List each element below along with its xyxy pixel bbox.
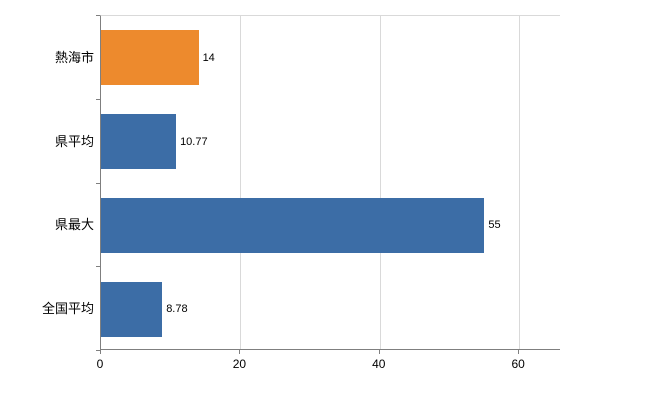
bar-1 xyxy=(101,114,177,170)
value-label: 10.77 xyxy=(180,135,208,148)
y-tick-mark xyxy=(96,266,100,268)
x-tick-label: 20 xyxy=(232,357,247,371)
category-label: 県平均 xyxy=(54,133,94,149)
gridline xyxy=(379,16,381,349)
x-tick-mark xyxy=(239,350,241,354)
x-tick-mark xyxy=(518,350,520,354)
value-label: 55 xyxy=(488,219,501,232)
x-tick-mark xyxy=(100,350,101,354)
gridline xyxy=(240,16,242,349)
bar-3 xyxy=(101,281,163,337)
x-tick-label: 0 xyxy=(96,357,104,371)
category-label: 全国平均 xyxy=(41,301,94,317)
category-label: 熱海市 xyxy=(54,49,94,65)
y-tick-mark xyxy=(96,15,100,16)
y-tick-mark xyxy=(96,182,100,184)
value-label: 8.78 xyxy=(166,303,188,316)
bar-2 xyxy=(101,197,485,253)
plot-area: 14 10.77 55 8.78 xyxy=(100,15,560,350)
y-tick-mark xyxy=(96,98,100,100)
x-tick-label: 40 xyxy=(372,357,386,371)
category-label: 県最大 xyxy=(54,217,94,233)
value-label: 14 xyxy=(202,51,215,64)
y-tick-mark xyxy=(96,350,100,351)
gridline xyxy=(519,16,521,349)
bar-0 xyxy=(101,30,199,86)
x-tick-label: 60 xyxy=(511,357,525,371)
x-tick-mark xyxy=(378,350,380,354)
